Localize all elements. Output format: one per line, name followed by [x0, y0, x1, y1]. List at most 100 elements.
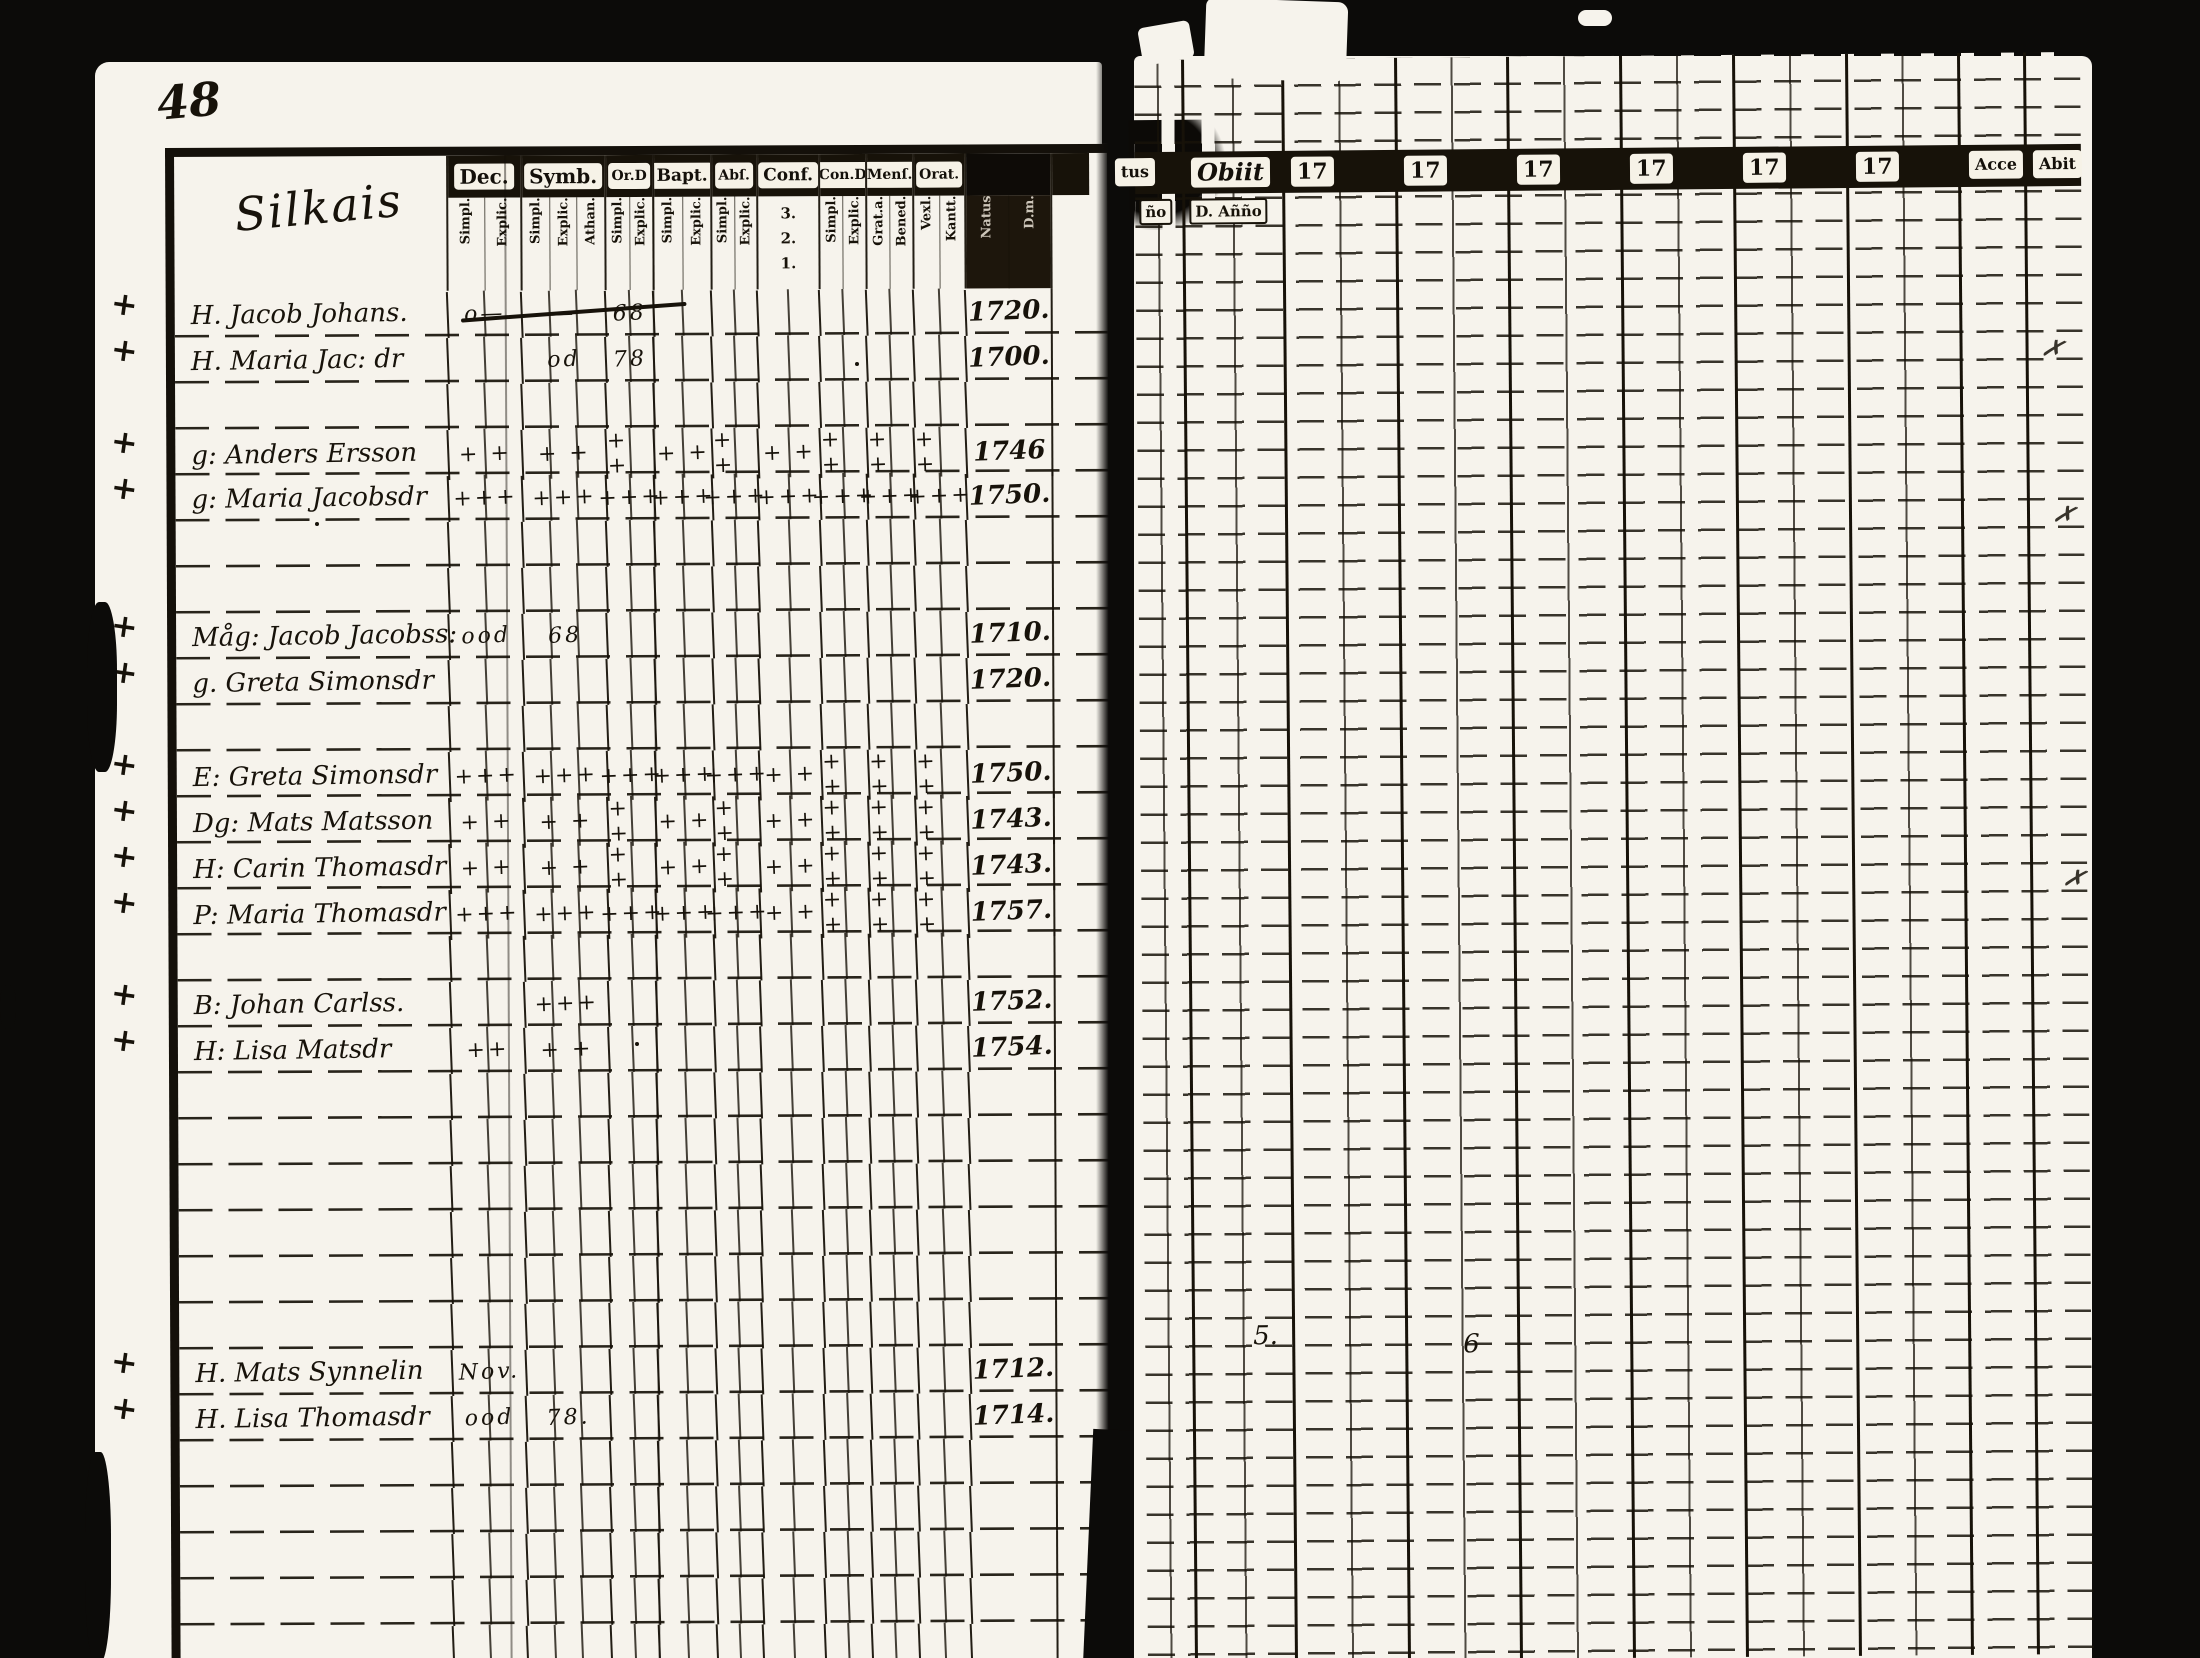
- mark-cell: + +: [522, 840, 609, 894]
- mark-cell: [607, 1209, 658, 1257]
- mark-cell: [653, 610, 714, 659]
- mark-cell: [523, 1162, 610, 1212]
- mark-cell: [714, 1300, 763, 1349]
- name-cell: [178, 1117, 451, 1167]
- tail-cell: [1053, 839, 1093, 891]
- column-subheaders: [1052, 195, 1089, 288]
- mark-cell: [521, 702, 608, 752]
- mark-cell: [520, 518, 607, 568]
- mark-cell: [867, 977, 917, 1026]
- mark-cell: [758, 978, 823, 1027]
- margin-cross-icon: +: [108, 283, 141, 325]
- subcolumn-label: Simpl.: [609, 196, 626, 244]
- mark-cell: [915, 1023, 969, 1072]
- birth-year-cell: [969, 1574, 1058, 1624]
- mark-cell: [656, 1346, 717, 1395]
- mark-cell: [523, 1116, 610, 1166]
- year-column: [1393, 56, 1521, 1658]
- mark-cell: [759, 1070, 824, 1119]
- mark-cell: [604, 519, 655, 567]
- year-column-header: tus: [1114, 158, 1156, 187]
- mark-cell: [607, 1071, 658, 1119]
- birth-year-cell: [967, 1160, 1056, 1210]
- mark-cell: [869, 1299, 919, 1348]
- column-header-band: Bapt.: [654, 154, 711, 197]
- mark-cell: [655, 1162, 716, 1211]
- mark-cell: [449, 1117, 526, 1167]
- column-header-band: Or.D: [606, 154, 653, 198]
- tail-cell: [1051, 563, 1092, 611]
- name-cell: H: Lisa Matsdr: [193, 1034, 392, 1068]
- mark-cell: [822, 1254, 871, 1302]
- tail-cell: [1051, 517, 1091, 565]
- mark-cell: +++: [704, 748, 769, 801]
- name-cell: [176, 703, 449, 753]
- name-cell: [179, 1301, 452, 1351]
- mark-cell: [760, 1346, 825, 1395]
- subcolumn-label: Natus: [979, 195, 995, 239]
- mark-cell: [520, 380, 606, 430]
- table-row: [180, 1574, 1114, 1627]
- ink-blot: [87, 602, 117, 772]
- mark-cell: + +: [820, 886, 870, 938]
- mark-cell: [715, 1530, 764, 1579]
- name-cell: [180, 1623, 453, 1658]
- subcolumn: Natus: [966, 195, 1008, 288]
- birth-year-cell: 1720.: [965, 654, 1054, 704]
- name-cell: [179, 1255, 452, 1305]
- mark-cell: [608, 1255, 658, 1303]
- mark-cell: + +: [758, 840, 823, 893]
- mark-cell: [713, 1024, 761, 1073]
- mark-cell: [524, 1254, 610, 1304]
- year-grid-header: tus Obiit 17 17 17 17 17 17 Acce Abit: [1114, 143, 2083, 195]
- column-header-label: Con.D: [820, 161, 866, 189]
- mark-cell: [653, 702, 714, 751]
- mark-cell: [868, 1069, 918, 1118]
- year-column-header: Acce: [1968, 150, 2024, 179]
- mark-cell: [864, 287, 914, 336]
- column-header-label: Conf.: [758, 162, 819, 189]
- tail-cell: [1054, 1253, 1095, 1301]
- subcolumn: Grat.a.: [867, 196, 889, 289]
- column-header: Symb. Simpl. Explic. Athan.: [520, 155, 605, 291]
- examination-table: Dec. Simpl. Explic. Symb. Simpl. Explic. Athan…: [165, 143, 1123, 1658]
- tail-cell: [1051, 379, 1091, 427]
- mark-cell: [609, 1623, 660, 1658]
- name-cell: g. Greta Simonsdr: [192, 665, 435, 700]
- mark-cell: + +: [914, 885, 969, 938]
- mark-cell: + +: [653, 794, 714, 847]
- table-row: [175, 562, 1110, 615]
- grade-label: 3.: [780, 204, 797, 223]
- column-header-label: Orat.: [916, 161, 963, 188]
- subcolumn-label: Explic.: [555, 197, 571, 247]
- column-header: Dec. Simpl. Explic.: [446, 155, 521, 291]
- birth-year-cell: [968, 1436, 1057, 1486]
- tail-cell: [1051, 471, 1091, 519]
- mark-cell: + +: [913, 793, 968, 846]
- mark-cell: [656, 1254, 716, 1303]
- subheader-anno: D. Añño: [1189, 198, 1268, 225]
- mark-cell: [819, 610, 869, 658]
- mark-cell: + +: [757, 794, 822, 847]
- mark-cell: [760, 1438, 825, 1487]
- year-column: [1619, 54, 1746, 1658]
- mark-cell: [865, 517, 915, 566]
- birth-year-cell: 1743.: [966, 838, 1055, 892]
- mark-cell: [757, 702, 822, 751]
- mark-cell: + +: [652, 426, 713, 479]
- mark-cell: [911, 287, 966, 336]
- subcolumn-label: Explic.: [494, 197, 511, 247]
- mark-cell: +++: [705, 886, 770, 939]
- mark-cell: [657, 1530, 718, 1579]
- table-row: [178, 1160, 1112, 1213]
- column-header-band: Abſ.: [712, 154, 757, 197]
- mark-cell: +++: [598, 473, 663, 521]
- mark-cell: + +: [819, 794, 869, 846]
- mark-cell: [714, 1254, 762, 1303]
- mark-cell: [822, 1300, 872, 1348]
- mark-cell: [451, 1531, 528, 1581]
- mark-cell: [913, 609, 968, 658]
- tail-cell: [1053, 977, 1093, 1025]
- mark-cell: [655, 1208, 716, 1257]
- table-row: [180, 1528, 1114, 1581]
